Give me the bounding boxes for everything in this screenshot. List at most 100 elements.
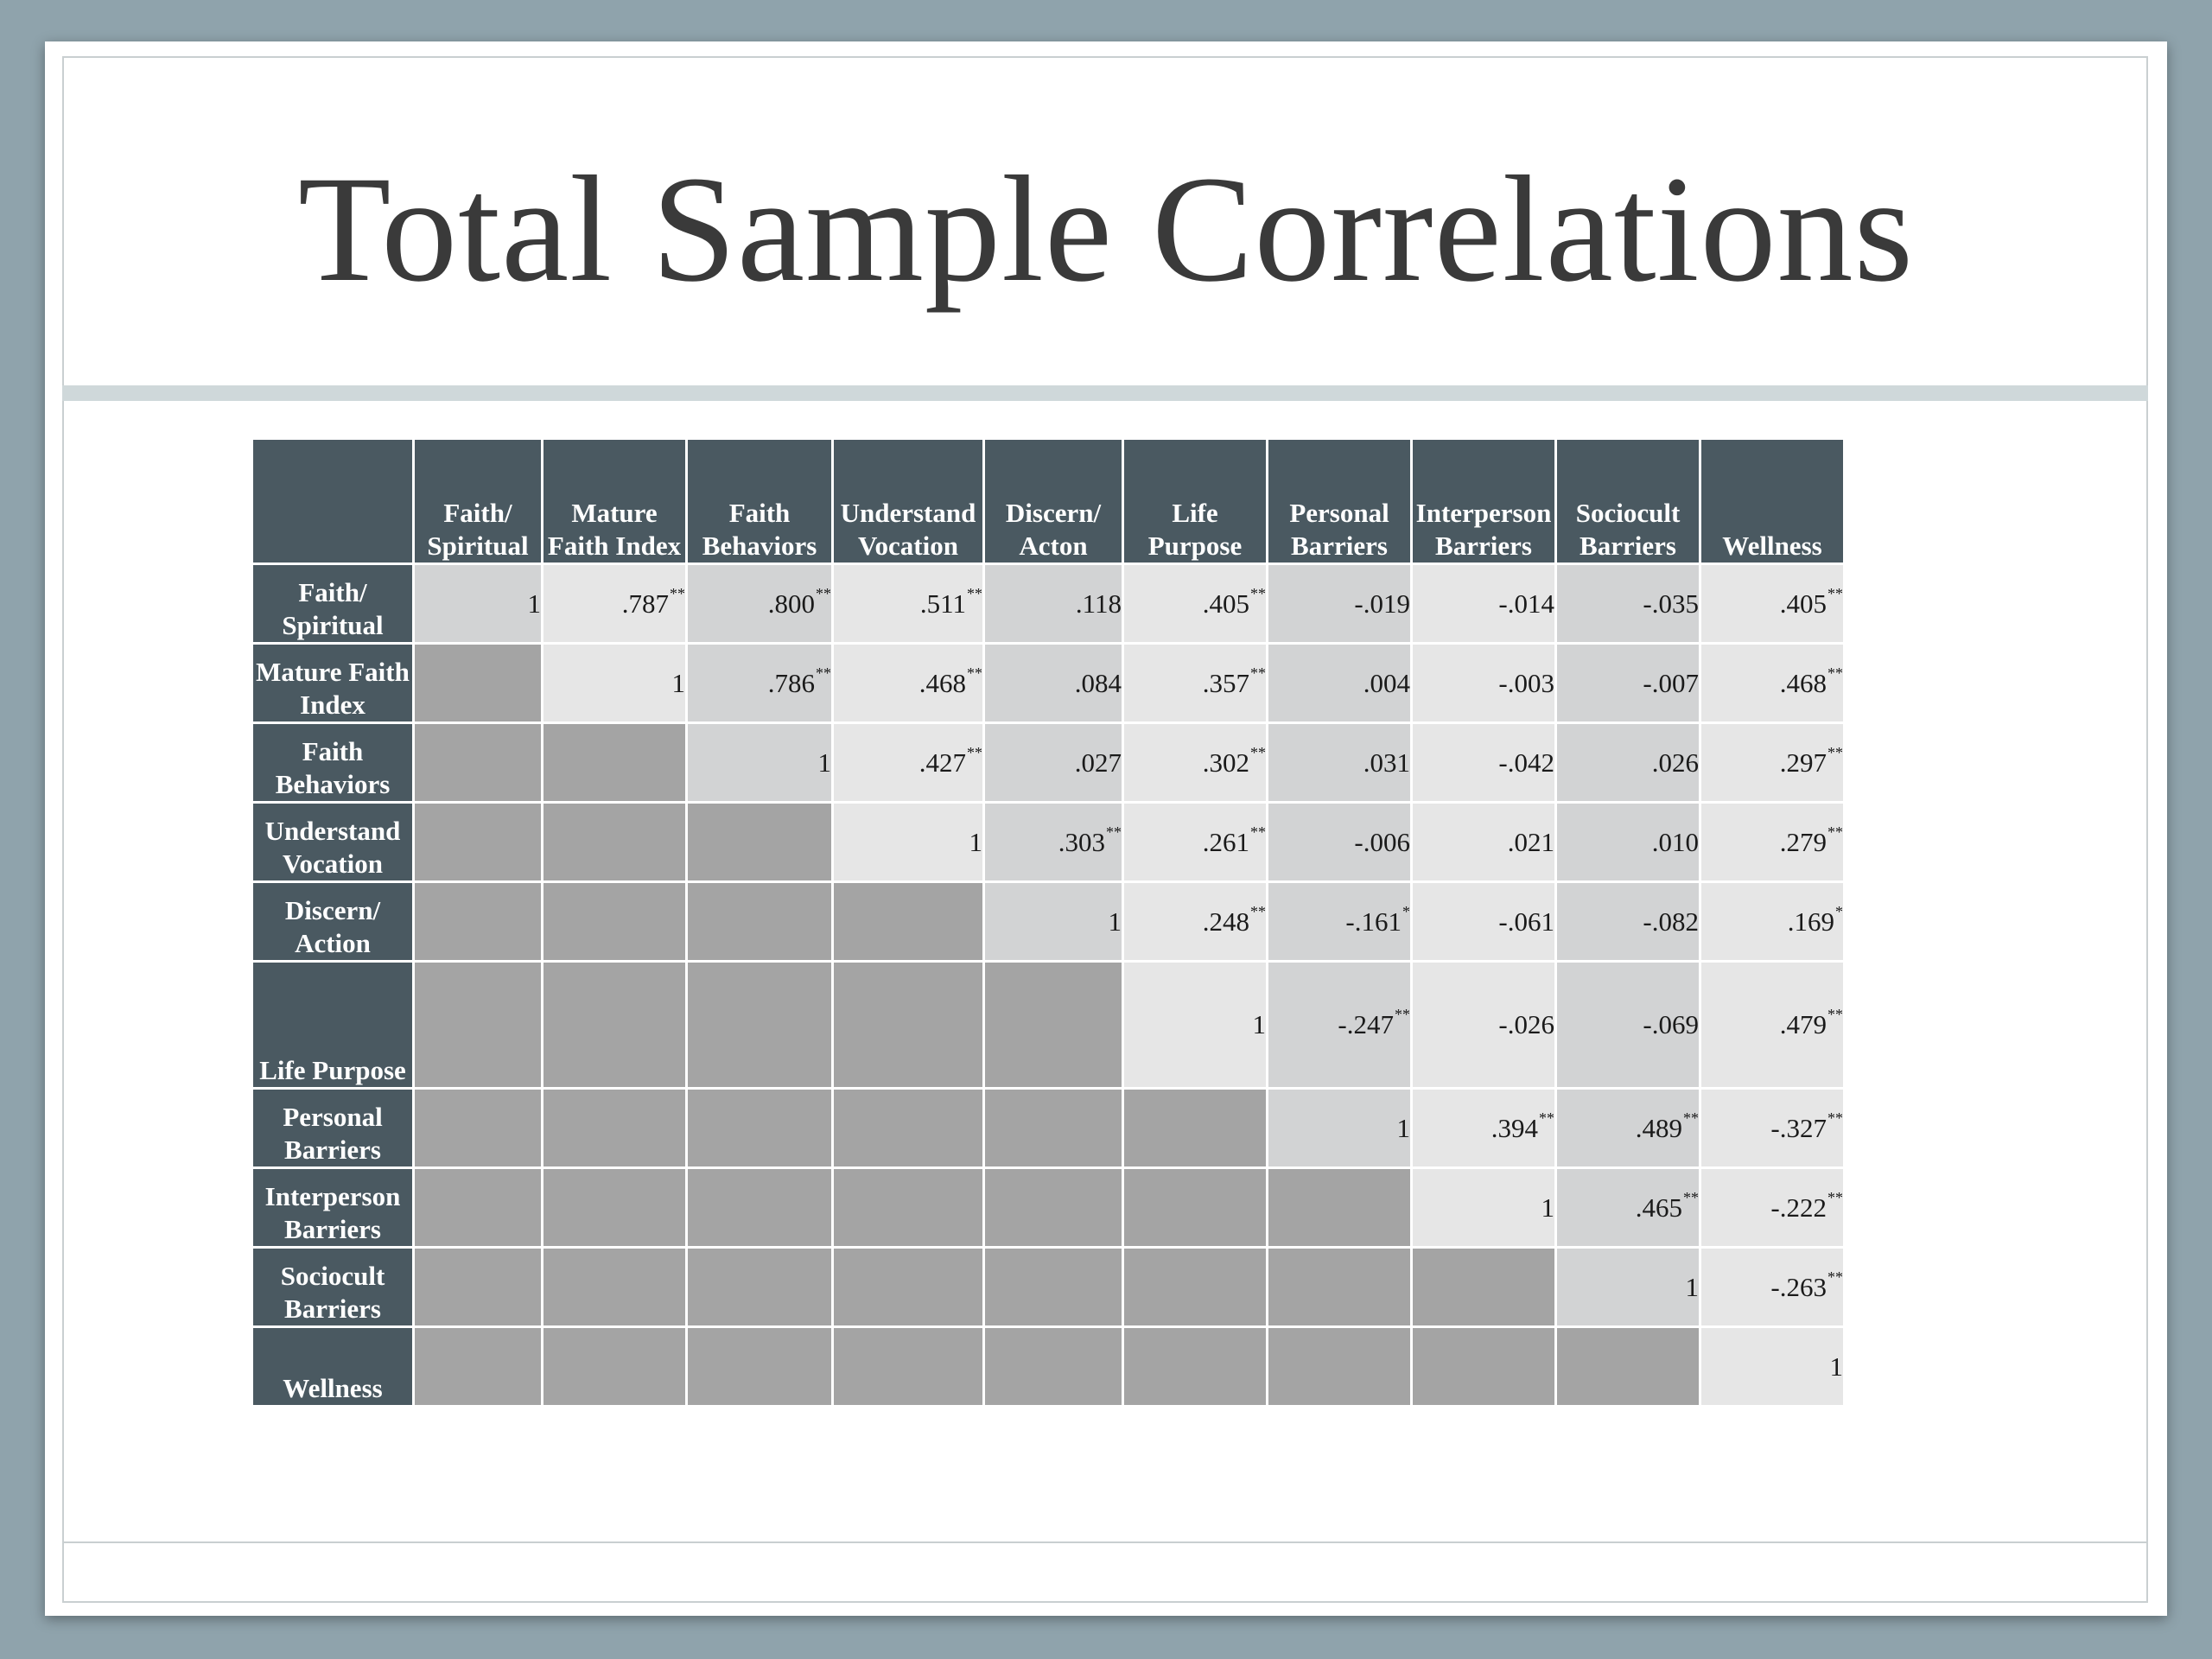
- significance-marker: **: [967, 584, 982, 602]
- significance-marker: **: [1827, 584, 1843, 602]
- correlation-cell: -.003: [1413, 645, 1554, 721]
- column-header: Mature Faith Index: [543, 440, 685, 563]
- correlation-cell: .279**: [1701, 804, 1843, 880]
- blank-cell: [834, 1249, 982, 1325]
- correlation-cell: -.069: [1557, 963, 1699, 1087]
- table-row: Wellness 1: [253, 1328, 1843, 1405]
- blank-cell: [834, 1169, 982, 1246]
- table-row: Sociocult Barriers 1 -.263**: [253, 1249, 1843, 1325]
- correlation-value: .787: [621, 588, 669, 619]
- correlation-cell: .118: [985, 565, 1122, 642]
- correlation-cell: -.014: [1413, 565, 1554, 642]
- correlation-cell: .026: [1557, 724, 1699, 801]
- significance-marker: **: [1827, 743, 1843, 761]
- blank-cell: [543, 1090, 685, 1166]
- correlation-value: .248: [1202, 906, 1249, 937]
- correlation-cell: .261**: [1124, 804, 1266, 880]
- correlation-cell: -.061: [1413, 883, 1554, 960]
- blank-cell: [1124, 1169, 1266, 1246]
- significance-marker: **: [1250, 584, 1266, 602]
- blank-cell: [415, 963, 541, 1087]
- correlation-cell: .468**: [1701, 645, 1843, 721]
- correlation-cell: -.327**: [1701, 1090, 1843, 1166]
- correlation-cell: -.035: [1557, 565, 1699, 642]
- title-divider: [62, 385, 2148, 401]
- table-row: Personal Barriers 1.394** .489** -.327**: [253, 1090, 1843, 1166]
- significance-marker: **: [1827, 823, 1843, 841]
- correlation-cell: 1: [985, 883, 1122, 960]
- correlation-cell: .357**: [1124, 645, 1266, 721]
- correlation-value: -.003: [1498, 667, 1554, 698]
- correlation-value: 1: [1541, 1192, 1555, 1223]
- correlation-cell: 1: [1124, 963, 1266, 1087]
- correlation-value: -.222: [1770, 1192, 1827, 1223]
- blank-cell: [543, 883, 685, 960]
- significance-marker: **: [1395, 1006, 1410, 1023]
- correlation-value: .031: [1363, 747, 1410, 778]
- correlation-value: -.035: [1643, 588, 1699, 619]
- blank-cell: [1557, 1328, 1699, 1405]
- table-row: Mature Faith Index 1.786** .468** .084.357*…: [253, 645, 1843, 721]
- column-header: Life Purpose: [1124, 440, 1266, 563]
- correlation-value: .297: [1779, 747, 1827, 778]
- correlation-value: -.019: [1354, 588, 1410, 619]
- correlation-value: .118: [1075, 588, 1122, 619]
- blank-cell: [834, 883, 982, 960]
- correlation-value: -.014: [1498, 588, 1554, 619]
- row-header: Sociocult Barriers: [253, 1249, 412, 1325]
- table-row: Faith/ Spiritual 1.787** .800** .511** .118.…: [253, 565, 1843, 642]
- correlation-value: .303: [1058, 826, 1105, 857]
- correlation-value: .394: [1491, 1112, 1538, 1143]
- blank-cell: [543, 1169, 685, 1246]
- blank-cell: [985, 963, 1122, 1087]
- blank-cell: [834, 963, 982, 1087]
- correlation-value: .084: [1074, 667, 1122, 698]
- correlation-value: .357: [1202, 667, 1249, 698]
- correlation-value: .427: [918, 747, 966, 778]
- correlation-value: .302: [1202, 747, 1249, 778]
- table-row: Interperson Barriers 1.465** -.222**: [253, 1169, 1843, 1246]
- correlation-cell: -.026: [1413, 963, 1554, 1087]
- significance-marker: **: [967, 743, 982, 761]
- significance-marker: **: [816, 584, 831, 602]
- significance-marker: *: [1402, 902, 1410, 920]
- correlation-value: -.263: [1770, 1271, 1827, 1302]
- correlation-cell: .800**: [688, 565, 831, 642]
- blank-cell: [1268, 1249, 1410, 1325]
- correlation-value: .021: [1507, 826, 1554, 857]
- row-header: Discern/ Action: [253, 883, 412, 960]
- column-header: Sociocult Barriers: [1557, 440, 1699, 563]
- correlation-cell: -.222**: [1701, 1169, 1843, 1246]
- correlation-value: .004: [1363, 667, 1410, 698]
- blank-cell: [1268, 1169, 1410, 1246]
- correlation-value: 1: [1396, 1112, 1411, 1143]
- blank-cell: [1268, 1328, 1410, 1405]
- row-header: Understand Vocation: [253, 804, 412, 880]
- row-header: Personal Barriers: [253, 1090, 412, 1166]
- correlation-cell: -.082: [1557, 883, 1699, 960]
- correlation-value: -.061: [1498, 906, 1554, 937]
- correlation-value: .468: [1779, 667, 1827, 698]
- correlation-value: 1: [1108, 906, 1122, 937]
- correlation-cell: .084: [985, 645, 1122, 721]
- correlation-cell: .010: [1557, 804, 1699, 880]
- row-header: Mature Faith Index: [253, 645, 412, 721]
- significance-marker: **: [1250, 743, 1266, 761]
- correlation-cell: .479**: [1701, 963, 1843, 1087]
- table-row: Understand Vocation 1.303** .261** -.006.02…: [253, 804, 1843, 880]
- blank-cell: [985, 1090, 1122, 1166]
- blank-cell: [688, 1090, 831, 1166]
- correlation-value: .786: [767, 667, 815, 698]
- blank-cell: [985, 1328, 1122, 1405]
- correlation-value: -.161: [1345, 906, 1402, 937]
- correlation-value: 1: [527, 588, 542, 619]
- correlation-value: -.007: [1643, 667, 1699, 698]
- correlation-cell: .465**: [1557, 1169, 1699, 1246]
- correlation-value: -.247: [1338, 1009, 1394, 1039]
- footer-divider: [62, 1541, 2148, 1543]
- correlation-value: -.026: [1498, 1009, 1554, 1039]
- blank-cell: [688, 883, 831, 960]
- blank-cell: [1413, 1249, 1554, 1325]
- blank-cell: [543, 724, 685, 801]
- correlation-cell: .786**: [688, 645, 831, 721]
